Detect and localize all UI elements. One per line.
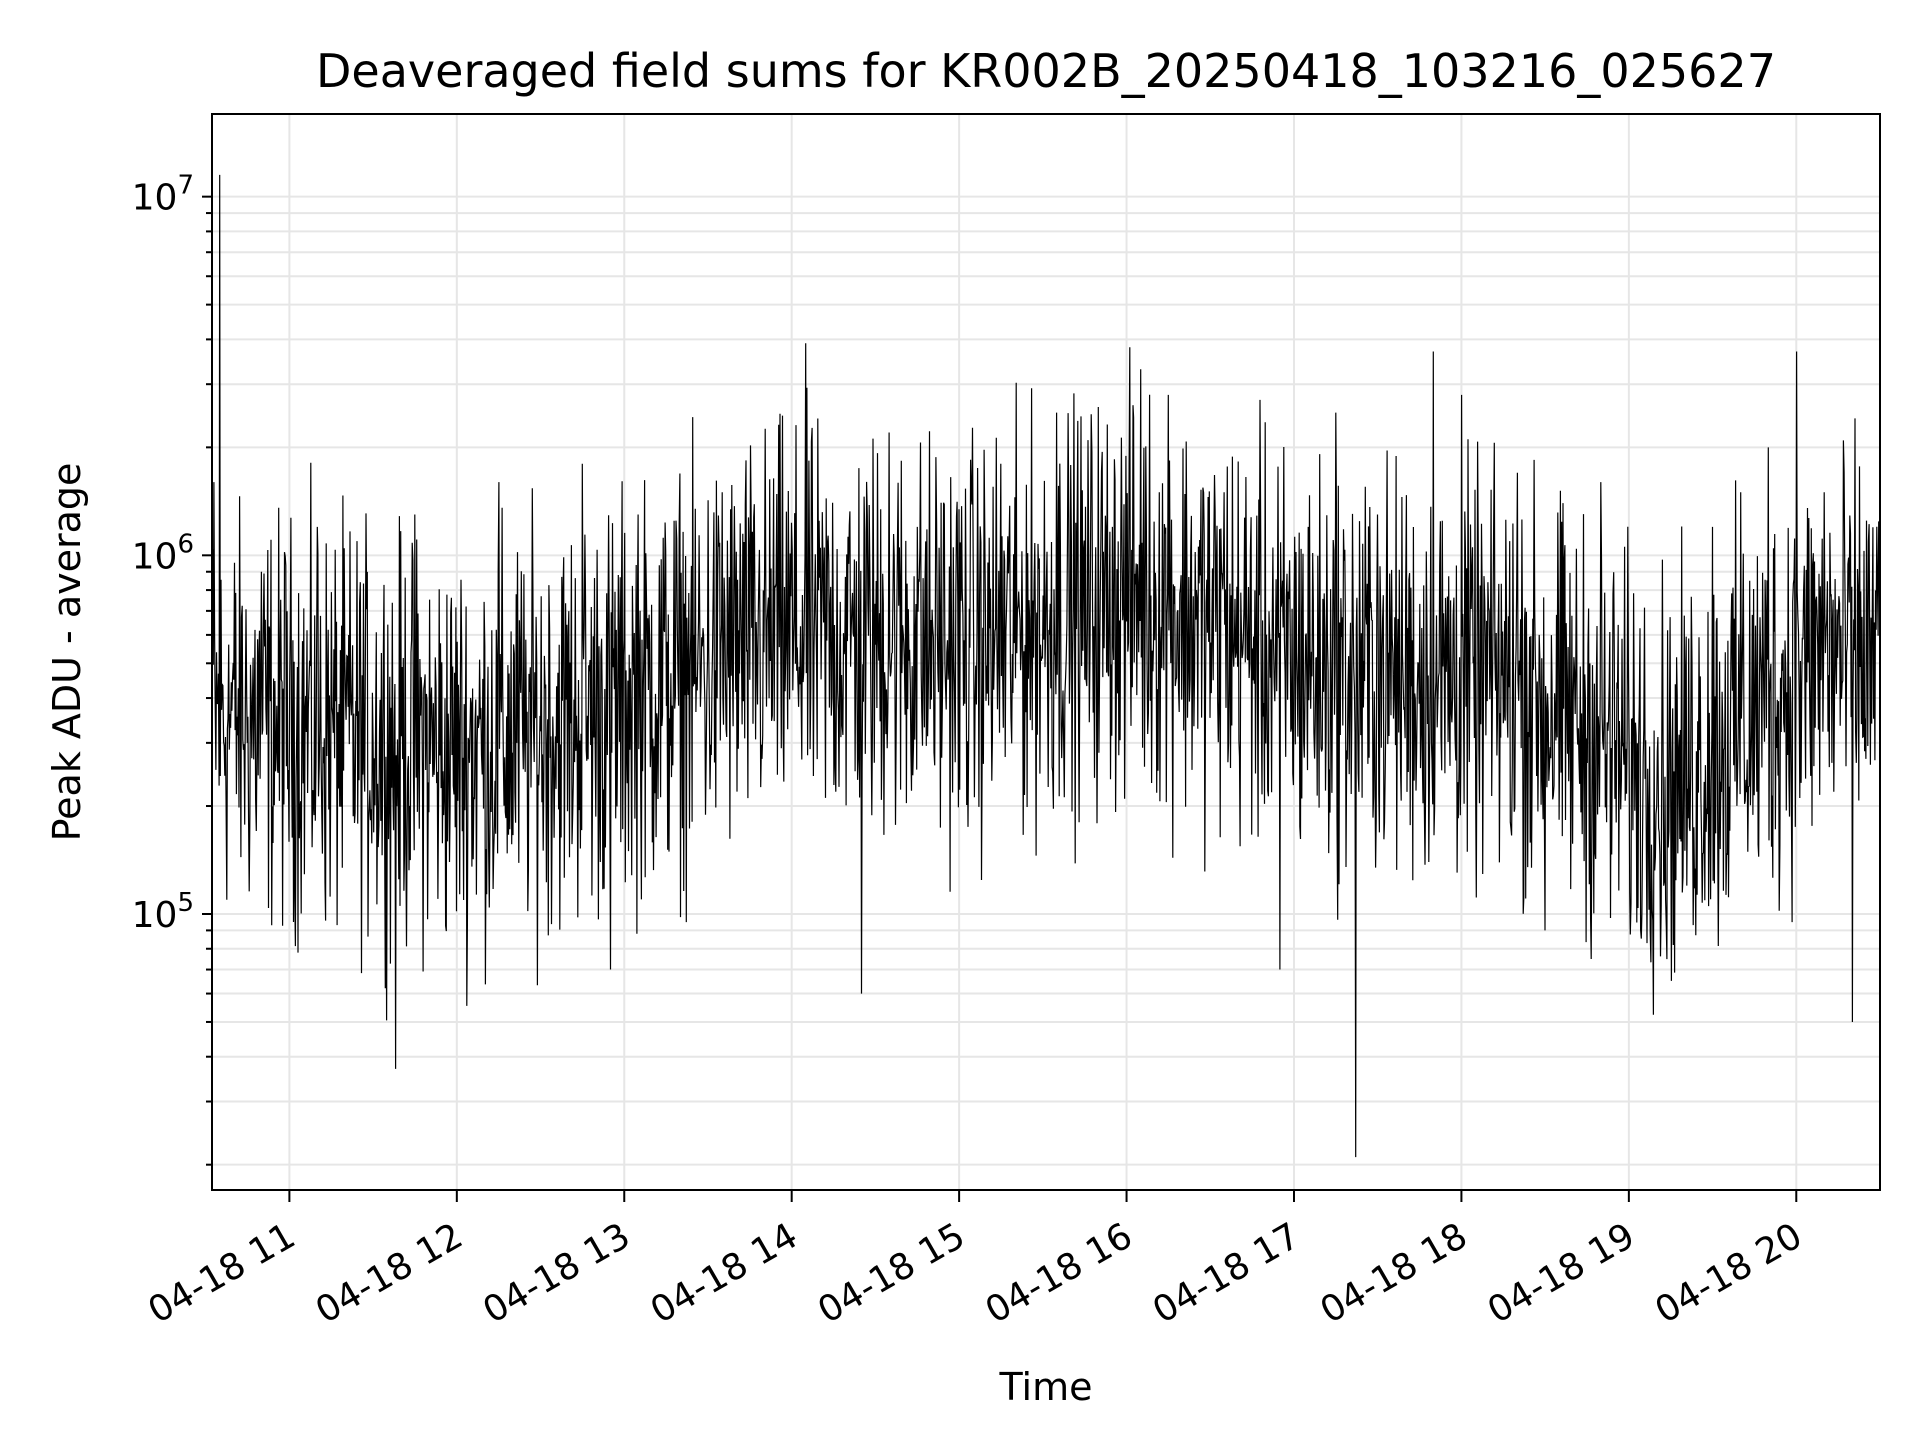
chart-title: Deaveraged field sums for KR002B_2025041… [316,44,1776,98]
grid [212,114,1880,1190]
y-tick-label: 106 [132,529,194,577]
series-line [211,174,1881,1158]
plot-frame [211,113,1881,1191]
data-series [211,174,1881,1158]
y-tick-label: 107 [132,171,194,219]
y-axis-label: Peak ADU - average [45,463,89,842]
x-axis-label: Time [999,1365,1093,1409]
y-tick-label: 105 [132,888,194,936]
